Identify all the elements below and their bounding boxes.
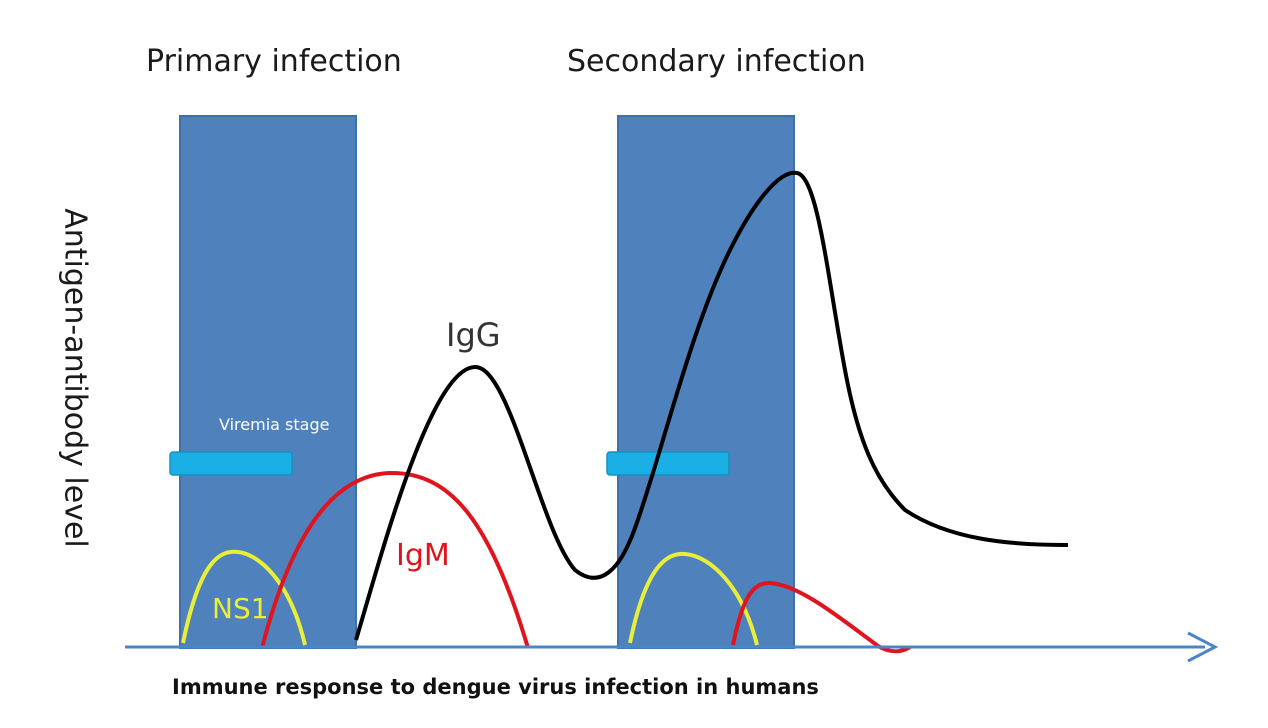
secondary-infection-label: Secondary infection — [567, 44, 866, 79]
primary-viremia-bar — [169, 451, 293, 476]
secondary-viremia-bar — [606, 451, 730, 476]
primary-infection-label: Primary infection — [146, 44, 402, 79]
viremia-stage-label: Viremia stage — [219, 415, 329, 434]
secondary-infection-block — [617, 115, 795, 649]
igg-label: IgG — [446, 316, 501, 354]
axis-arrow-head — [1187, 631, 1219, 663]
ns1-curve-secondary — [628, 551, 759, 646]
ns1-curve-primary — [181, 549, 307, 646]
ns1-label: NS1 — [212, 592, 269, 625]
diagram-caption: Immune response to dengue virus infectio… — [172, 675, 819, 699]
igm-label: IgM — [396, 538, 450, 573]
igg-curve — [354, 170, 1069, 641]
igm-curve-secondary — [731, 581, 912, 654]
igm-curve-primary — [260, 470, 530, 649]
